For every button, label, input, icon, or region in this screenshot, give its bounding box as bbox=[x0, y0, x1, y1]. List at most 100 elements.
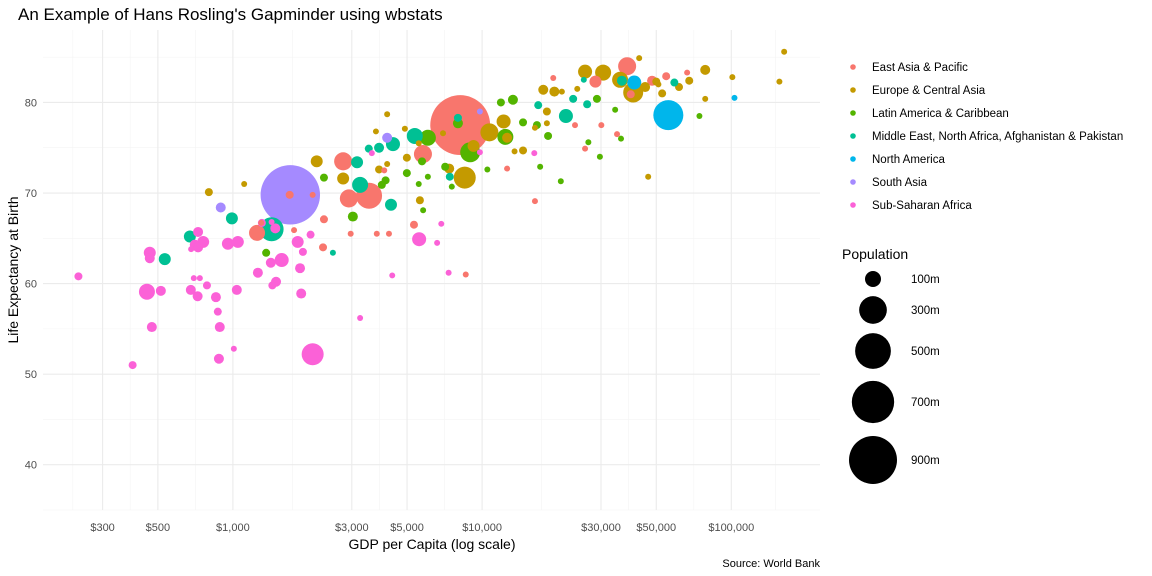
data-point bbox=[685, 76, 694, 85]
data-point bbox=[415, 180, 422, 187]
data-point bbox=[381, 176, 390, 185]
data-point bbox=[329, 249, 336, 256]
legend-label: East Asia & Pacific bbox=[872, 62, 968, 74]
data-point bbox=[534, 101, 543, 110]
data-point bbox=[441, 162, 450, 171]
x-tick-label: $50,000 bbox=[636, 522, 676, 534]
data-point bbox=[616, 75, 627, 86]
data-point bbox=[384, 111, 391, 118]
data-point bbox=[462, 271, 469, 278]
data-point bbox=[352, 176, 369, 193]
data-point bbox=[301, 343, 324, 366]
x-tick-label: $30,000 bbox=[581, 522, 621, 534]
data-point bbox=[467, 139, 480, 152]
data-point bbox=[128, 361, 137, 370]
data-point bbox=[589, 75, 602, 88]
data-point bbox=[309, 191, 316, 198]
size-legend-label: 500m bbox=[911, 346, 940, 358]
data-point bbox=[415, 140, 422, 147]
data-point bbox=[193, 226, 204, 237]
size-legend-label: 700m bbox=[911, 397, 940, 409]
legend-label: Europe & Central Asia bbox=[872, 85, 986, 97]
legend-key bbox=[850, 87, 856, 93]
color-legend: East Asia & Pacific Europe & Central Asia… bbox=[850, 62, 1123, 212]
x-tick-label: $5,000 bbox=[390, 522, 424, 534]
legend-label: South Asia bbox=[872, 177, 928, 189]
data-point bbox=[337, 172, 350, 185]
data-point bbox=[339, 189, 358, 208]
x-tick-label: $500 bbox=[146, 522, 170, 534]
data-point bbox=[596, 153, 603, 160]
data-point bbox=[700, 64, 711, 75]
data-point bbox=[270, 223, 281, 234]
data-point bbox=[420, 207, 427, 214]
data-point bbox=[402, 153, 411, 162]
y-tick-label: 60 bbox=[25, 279, 37, 291]
size-legend-key bbox=[851, 380, 895, 424]
data-point bbox=[484, 166, 491, 173]
legend-key bbox=[850, 179, 856, 185]
size-legend-key bbox=[859, 296, 887, 324]
x-tick-label: $100,000 bbox=[708, 522, 754, 534]
data-point bbox=[614, 131, 621, 138]
data-point bbox=[415, 196, 424, 205]
data-point bbox=[319, 215, 328, 224]
legend-key bbox=[850, 202, 856, 208]
data-point bbox=[351, 156, 364, 169]
data-point bbox=[684, 69, 691, 76]
data-point bbox=[558, 88, 565, 95]
data-point bbox=[295, 263, 306, 274]
data-point bbox=[213, 353, 224, 364]
data-point bbox=[138, 283, 155, 300]
size-legend-label: 300m bbox=[911, 305, 940, 317]
x-axis-ticks: $300 $500 $1,000 $3,000 $5,000 $10,000 $30,000… bbox=[90, 522, 754, 534]
data-point bbox=[558, 109, 573, 124]
data-point bbox=[231, 235, 244, 248]
data-point bbox=[434, 239, 441, 246]
data-point bbox=[401, 125, 408, 132]
data-point bbox=[543, 120, 550, 127]
data-point bbox=[262, 248, 271, 257]
data-point bbox=[655, 81, 662, 88]
data-point bbox=[144, 253, 155, 264]
data-point bbox=[636, 55, 643, 62]
legend-label: North America bbox=[872, 154, 945, 166]
caption: Source: World Bank bbox=[722, 558, 820, 570]
data-point bbox=[210, 292, 221, 303]
data-point bbox=[188, 246, 195, 253]
data-point bbox=[627, 75, 642, 90]
y-tick-label: 80 bbox=[25, 97, 37, 109]
data-point bbox=[213, 307, 222, 316]
points-layer bbox=[74, 48, 788, 370]
grid bbox=[43, 30, 820, 511]
data-point bbox=[658, 89, 667, 98]
y-axis-ticks: 40 50 60 70 80 bbox=[25, 97, 37, 471]
data-point bbox=[542, 107, 551, 116]
data-point bbox=[595, 64, 612, 81]
data-point bbox=[190, 275, 197, 282]
data-point bbox=[598, 122, 605, 129]
data-point bbox=[285, 190, 294, 199]
size-legend-key bbox=[855, 333, 891, 369]
data-point bbox=[347, 211, 358, 222]
data-point bbox=[531, 124, 538, 131]
data-point bbox=[626, 90, 635, 99]
data-point bbox=[645, 173, 652, 180]
data-point bbox=[146, 322, 157, 333]
data-point bbox=[382, 132, 393, 143]
data-point bbox=[291, 227, 298, 234]
legend-label: Middle East, North Africa, Afghanistan &… bbox=[872, 131, 1123, 143]
data-point bbox=[319, 173, 328, 182]
data-point bbox=[417, 157, 426, 166]
data-point bbox=[258, 219, 265, 226]
data-point bbox=[438, 220, 445, 227]
data-point bbox=[193, 242, 204, 253]
data-point bbox=[225, 212, 238, 225]
data-point bbox=[612, 106, 619, 113]
legend-label: Latin America & Caribbean bbox=[872, 108, 1009, 120]
data-point bbox=[373, 230, 380, 237]
data-point bbox=[445, 269, 452, 276]
data-point bbox=[549, 86, 560, 97]
data-point bbox=[662, 72, 671, 81]
